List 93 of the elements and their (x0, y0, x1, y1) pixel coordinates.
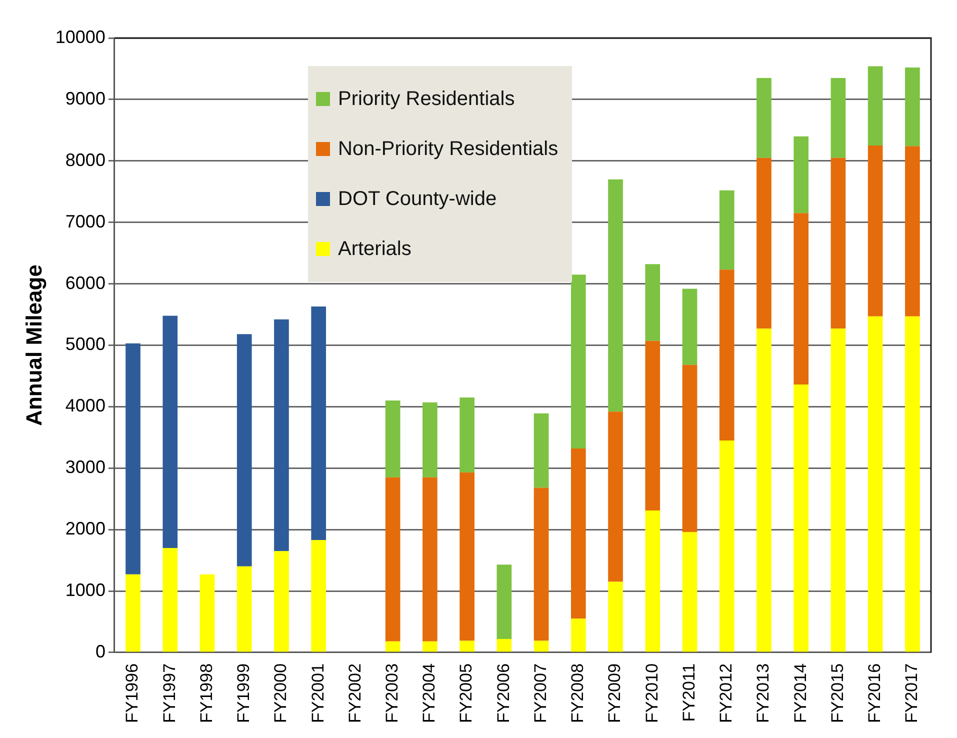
bar (794, 384, 809, 652)
bar (794, 136, 809, 214)
y-tick-label: 4000 (65, 396, 106, 416)
bar (236, 566, 252, 652)
bar (534, 640, 549, 652)
bar (460, 640, 474, 652)
x-tick-label: FY2008 (568, 663, 588, 724)
bar (460, 472, 474, 641)
bar (645, 340, 660, 511)
y-tick-label: 7000 (65, 211, 106, 232)
legend-label: Non-Priority Residentials (338, 138, 558, 160)
bar (534, 413, 549, 488)
bar (756, 328, 772, 652)
bar (570, 618, 586, 652)
x-tick-label: FY1998 (196, 663, 216, 724)
bar (200, 574, 215, 652)
bar (385, 641, 400, 652)
y-tick-label: 5000 (65, 334, 106, 354)
bar (496, 564, 512, 639)
legend-label: Arterials (338, 238, 412, 260)
bar (830, 158, 846, 329)
bar (126, 574, 140, 652)
legend-label: DOT County-wide (338, 188, 497, 210)
x-tick-label: FY2005 (456, 663, 476, 724)
bar (905, 316, 920, 652)
x-tick-label: FY2017 (902, 663, 922, 724)
bar (422, 641, 438, 652)
bar (311, 306, 326, 540)
bar (719, 270, 734, 440)
x-tick-label: FY2004 (420, 663, 439, 724)
bar (534, 488, 549, 641)
bar (385, 400, 400, 478)
bar (756, 158, 772, 329)
bar (608, 582, 623, 652)
x-tick-label: FY2006 (494, 663, 513, 724)
x-tick-label: FY2000 (271, 663, 290, 724)
bar (274, 551, 289, 652)
bar (756, 78, 772, 158)
bar (570, 448, 586, 619)
bar (570, 274, 586, 448)
bar (682, 532, 698, 652)
bar (236, 334, 252, 566)
x-tick-label: FY2014 (790, 663, 810, 724)
bar (385, 477, 400, 642)
bar (608, 179, 623, 412)
legend-label: Priority Residentials (338, 88, 515, 110)
x-tick-label: FY2015 (828, 663, 847, 724)
bar (608, 412, 623, 582)
x-tick-label: FY2012 (716, 663, 736, 724)
bar (645, 510, 660, 652)
bar (868, 146, 883, 316)
y-tick-label: 0 (95, 641, 106, 662)
bar (682, 288, 698, 365)
bar (496, 638, 512, 652)
x-tick-label: FY1996 (122, 663, 142, 724)
bar (162, 316, 178, 548)
bar (460, 397, 474, 472)
y-axis-title: Annual Mileage (21, 264, 46, 426)
bar (422, 402, 438, 478)
bar (311, 540, 326, 652)
bar (126, 343, 140, 574)
x-tick-label: FY2010 (642, 663, 662, 724)
bar (682, 364, 698, 532)
x-tick-label: FY2016 (865, 663, 884, 724)
bar (162, 548, 178, 652)
bar (868, 316, 883, 652)
x-tick-label: FY2011 (679, 663, 698, 722)
x-tick-label: FY2002 (345, 663, 364, 724)
y-tick-label: 10000 (55, 26, 106, 47)
x-tick-label: FY2003 (382, 663, 402, 724)
y-tick-label: 2000 (65, 518, 106, 539)
bar (830, 328, 846, 652)
bar (905, 146, 920, 316)
bar (905, 67, 920, 146)
x-tick-label: FY2013 (754, 663, 773, 724)
x-tick-label: FY2007 (530, 663, 550, 724)
x-tick-label: FY2001 (308, 663, 328, 724)
bar (422, 477, 438, 642)
bar (645, 264, 660, 341)
y-tick-label: 8000 (65, 150, 106, 170)
y-tick-label: 6000 (65, 272, 106, 293)
x-tick-label: FY1999 (234, 663, 254, 724)
x-tick-label: FY2009 (605, 663, 624, 724)
y-tick-label: 1000 (65, 580, 106, 600)
x-tick-label: FY1997 (160, 663, 179, 724)
bar (719, 440, 734, 652)
bar (274, 319, 289, 552)
bar (794, 213, 809, 385)
bar (719, 190, 734, 270)
y-tick-label: 9000 (65, 88, 106, 108)
bar (830, 78, 846, 158)
bar (868, 66, 883, 146)
y-tick-label: 3000 (65, 457, 106, 478)
